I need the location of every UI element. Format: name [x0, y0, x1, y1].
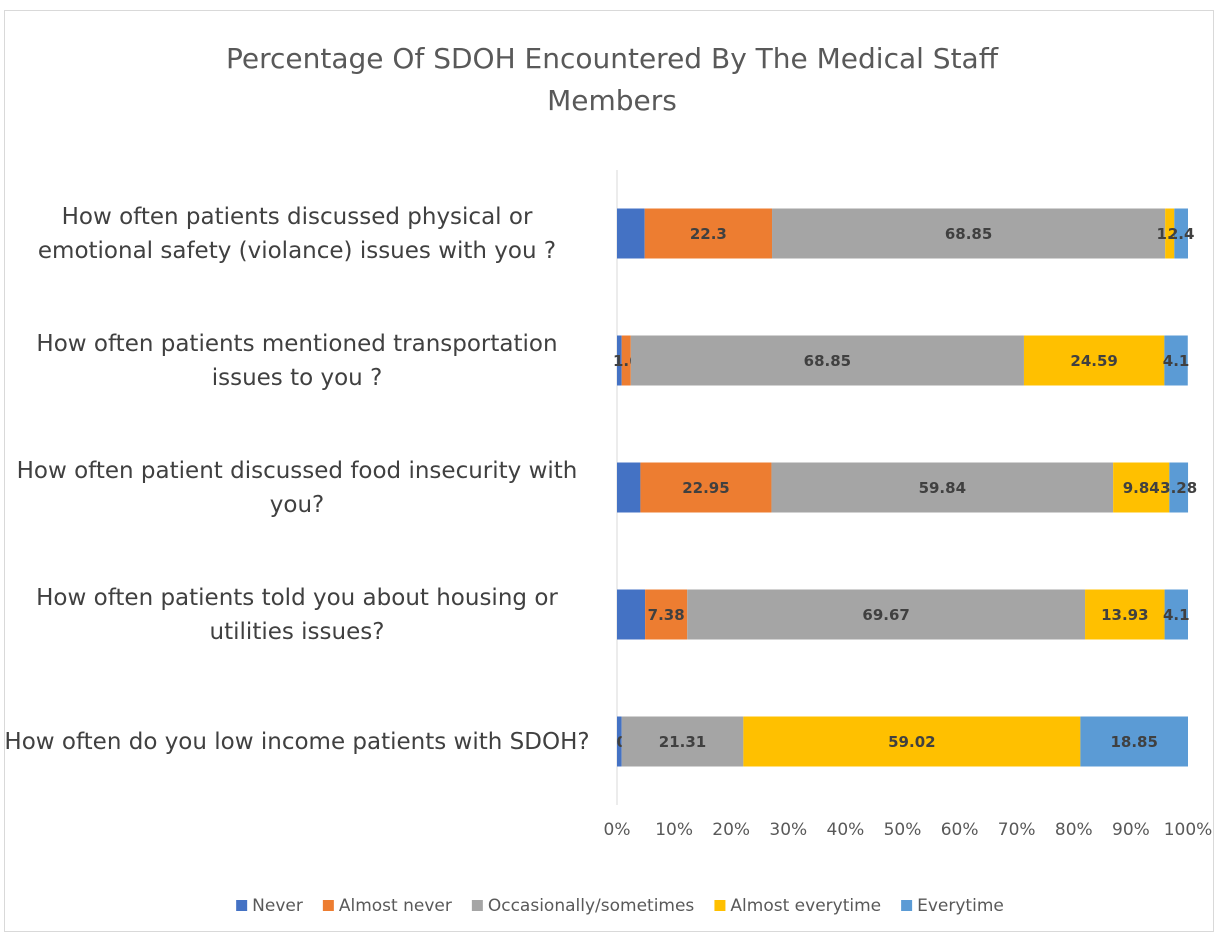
- legend-swatch: [322, 900, 334, 911]
- bar-segment: [621, 335, 631, 386]
- y-tick-label: How often patient discussed food insecur…: [16, 457, 578, 518]
- chart-title: Percentage Of SDOH Encountered By The Me…: [225, 42, 999, 117]
- data-label: 4.1: [1163, 606, 1190, 624]
- bar-segment: [771, 462, 1114, 513]
- data-label: 21.31: [659, 733, 706, 751]
- data-label: 68.85: [804, 352, 851, 370]
- bar-segment: [687, 589, 1086, 640]
- x-tick-label: 80%: [1055, 820, 1093, 840]
- x-tick-label: 40%: [827, 820, 865, 840]
- legend-item: Almost never: [322, 896, 452, 916]
- legend-swatch: [236, 900, 248, 911]
- legend-label: Never: [252, 896, 303, 916]
- bar-segment: [644, 208, 773, 259]
- y-tick-label: How often patients told you about housin…: [36, 584, 558, 645]
- data-label: 69.67: [862, 606, 909, 624]
- data-label: 22.95: [682, 479, 729, 497]
- bar-segment: [1023, 335, 1165, 386]
- legend-item: Occasionally/sometimes: [471, 896, 695, 916]
- bar-segment: [743, 716, 1081, 767]
- x-tick-label: 90%: [1112, 820, 1150, 840]
- y-tick-label: How often do you low income patients wit…: [4, 728, 590, 755]
- y-tick-label: How often patients mentioned transportat…: [36, 330, 558, 391]
- legend-label: Everytime: [917, 896, 1004, 916]
- data-label: 13.93: [1101, 606, 1148, 624]
- x-tick-label: 50%: [884, 820, 922, 840]
- legend-item: Almost everytime: [714, 896, 881, 916]
- bar-segment: [617, 589, 646, 640]
- x-tick-label: 30%: [769, 820, 807, 840]
- bar-segment: [1169, 462, 1189, 513]
- bar-segment: [1085, 589, 1165, 640]
- legend-item: Never: [236, 896, 303, 916]
- bar-segment: [617, 208, 645, 259]
- data-label: 18.85: [1110, 733, 1157, 751]
- bar-segment: [645, 589, 688, 640]
- data-label: 9.84: [1123, 479, 1160, 497]
- legend-label: Occasionally/sometimes: [488, 896, 695, 916]
- bar-segment: [1164, 589, 1188, 640]
- x-tick-label: 20%: [712, 820, 750, 840]
- data-label: 22.3: [690, 225, 727, 243]
- legend-swatch: [714, 900, 726, 911]
- bar-segment: [630, 335, 1024, 386]
- y-tick-label: How often patients discussed physical or…: [37, 203, 557, 264]
- bar-segment: [1174, 208, 1188, 259]
- data-label: 3.28: [1160, 479, 1197, 497]
- x-tick-label: 100%: [1164, 820, 1213, 840]
- legend-label: Almost everytime: [730, 896, 881, 916]
- data-label: 59.84: [919, 479, 966, 497]
- data-label: 24.59: [1070, 352, 1117, 370]
- bar-segment: [772, 208, 1166, 259]
- bar-segment: [617, 335, 622, 386]
- bar-segment: [640, 462, 772, 513]
- x-tick-label: 60%: [941, 820, 979, 840]
- data-label: 4.1: [1163, 352, 1190, 370]
- bar-segment: [1164, 335, 1188, 386]
- bar-segment: [1113, 462, 1170, 513]
- x-tick-label: 0%: [604, 820, 631, 840]
- legend-swatch: [471, 900, 483, 911]
- bar-segment: [617, 716, 622, 767]
- legend-swatch: [901, 900, 913, 911]
- x-tick-label: 10%: [655, 820, 693, 840]
- x-tick-label: 70%: [998, 820, 1036, 840]
- data-label: 7.38: [648, 606, 685, 624]
- bar-segment: [1165, 208, 1175, 259]
- data-label: 59.02: [888, 733, 935, 751]
- bar-segment: [617, 462, 641, 513]
- data-label: 68.85: [945, 225, 992, 243]
- data-label: 2.4: [1168, 225, 1195, 243]
- bar-segment: [621, 716, 744, 767]
- legend-label: Almost never: [339, 896, 452, 916]
- legend-item: Everytime: [901, 896, 1004, 916]
- chart-frame: [4, 10, 1214, 932]
- bar-segment: [1080, 716, 1188, 767]
